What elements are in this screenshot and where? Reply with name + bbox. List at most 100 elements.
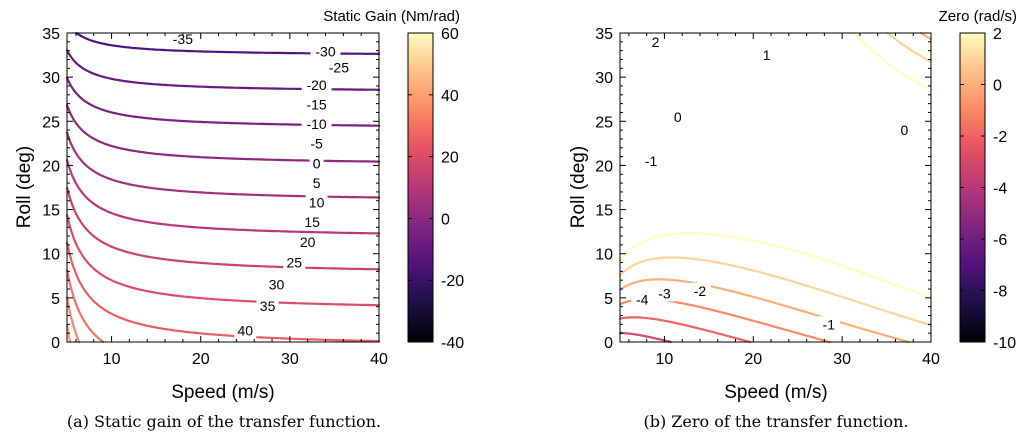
contour-label: -1 <box>645 153 658 169</box>
x-axis-label-a: Speed (m/s) <box>171 382 274 403</box>
contour-label-bg <box>688 282 711 299</box>
contour-label: -1 <box>823 316 836 332</box>
contour-label: 10 <box>309 195 325 211</box>
contour-label: -35 <box>173 31 193 47</box>
plot-frame-b <box>619 32 932 343</box>
contour-label-bg <box>323 59 354 76</box>
colorbar-b <box>959 32 986 343</box>
contour-label-bg <box>234 322 257 339</box>
contour-line <box>618 316 752 344</box>
contour-label: 35 <box>260 298 276 314</box>
contour-label: -3 <box>658 285 671 301</box>
contour-labels-b: 2 1 0 0 -1 -1 -2 -3 -4 <box>631 33 912 333</box>
colorbar-tick-label: -4 <box>993 181 1007 198</box>
contour-line <box>65 296 81 344</box>
contour-label-bg <box>648 33 663 50</box>
contour-line <box>65 214 381 307</box>
colorbar-tick-label: -10 <box>993 335 1016 352</box>
contour-label: -2 <box>694 283 707 299</box>
colorbar-tick-label: 0 <box>993 78 1002 95</box>
y-tick-label: 20 <box>595 158 613 175</box>
x-tick-label: 20 <box>744 351 762 368</box>
contour-label: 5 <box>313 175 321 191</box>
contour-line <box>65 159 381 235</box>
x-tick-label: 40 <box>370 351 388 368</box>
contour-label-bg <box>670 108 685 125</box>
y-tick-label: 25 <box>42 114 60 131</box>
contour-label: 0 <box>313 156 321 172</box>
colorbar-tick-label: 40 <box>441 88 459 105</box>
contour-label-bg <box>167 31 198 48</box>
colorbar-tick-label: -2 <box>993 129 1007 146</box>
x-axis-label-b: Speed (m/s) <box>724 382 827 403</box>
contour-label-bg <box>309 175 324 192</box>
colorbar-ticks-b: -10 -8 -6 -4 -2 0 2 <box>960 26 1016 352</box>
contour-label: 30 <box>269 277 285 293</box>
contour-line <box>75 31 381 55</box>
contour-label-bg <box>759 47 774 64</box>
contour-line <box>65 131 381 199</box>
contour-label-bg <box>256 297 279 314</box>
colorbar-a <box>407 32 434 343</box>
contour-label-bg <box>301 77 332 94</box>
contour-label: -5 <box>310 135 323 151</box>
contour-label: -25 <box>329 59 349 75</box>
contour-label: -10 <box>306 116 326 132</box>
colorbar-tick-label: 60 <box>441 26 459 43</box>
contour-label-bg <box>265 276 288 293</box>
x-tick-label: 40 <box>922 351 940 368</box>
y-tick-label: 30 <box>42 70 60 87</box>
contour-label-bg <box>296 234 319 251</box>
contour-line <box>65 241 381 343</box>
colorbar-tick-label: 2 <box>993 26 1002 43</box>
colorbar-tick-label: 20 <box>441 150 459 167</box>
plot-frame-a <box>66 32 380 343</box>
y-tick-label: 35 <box>595 26 613 43</box>
contour-label-bg <box>653 285 676 302</box>
contour-label: 1 <box>763 47 771 63</box>
caption-b: (b) Zero of the transfer function. <box>643 412 909 431</box>
contour-label-bg <box>897 122 912 139</box>
y-axis-label-b: Roll (deg) <box>568 146 589 228</box>
colorbar-tick-label: -6 <box>993 232 1007 249</box>
colorbar-label-a: Static Gain (Nm/rad) <box>323 8 460 25</box>
contour-label-bg <box>305 135 328 152</box>
contour-label-bg <box>301 213 324 230</box>
contour-line <box>618 331 672 344</box>
contour-label: 15 <box>304 214 320 230</box>
caption-a: (a) Static gain of the transfer function… <box>66 412 382 431</box>
y-tick-label: 0 <box>51 335 60 352</box>
contour-label: 2 <box>652 34 660 50</box>
x-tick-label: 10 <box>656 351 674 368</box>
contour-label-bg <box>817 316 840 333</box>
contour-label: 20 <box>300 234 316 250</box>
contour-label-bg <box>301 115 332 132</box>
contour-line <box>618 31 933 299</box>
x-tick-label: 20 <box>192 351 210 368</box>
colorbar-tick-label: 0 <box>441 211 450 228</box>
x-tick-label: 10 <box>103 351 121 368</box>
contour-line <box>65 76 381 127</box>
contour-label: 25 <box>287 255 303 271</box>
y-tick-label: 0 <box>604 335 613 352</box>
contour-label: -15 <box>306 97 326 113</box>
contour-lines-a <box>65 31 381 344</box>
colorbar-tick-label: -40 <box>441 335 464 352</box>
x-tick-label: 30 <box>281 351 299 368</box>
contour-line <box>65 49 381 91</box>
contour-label: 0 <box>674 109 682 125</box>
contour-label-bg <box>310 43 341 60</box>
contour-label-bg <box>640 153 663 170</box>
colorbar-ticks-a: -40 -20 0 20 40 60 <box>408 26 464 352</box>
colorbar-label-b: Zero (rad/s) <box>939 8 1017 25</box>
contour-label-bg <box>283 254 306 271</box>
contour-label-bg <box>301 96 332 113</box>
y-tick-label: 35 <box>42 26 60 43</box>
y-tick-label: 30 <box>595 70 613 87</box>
